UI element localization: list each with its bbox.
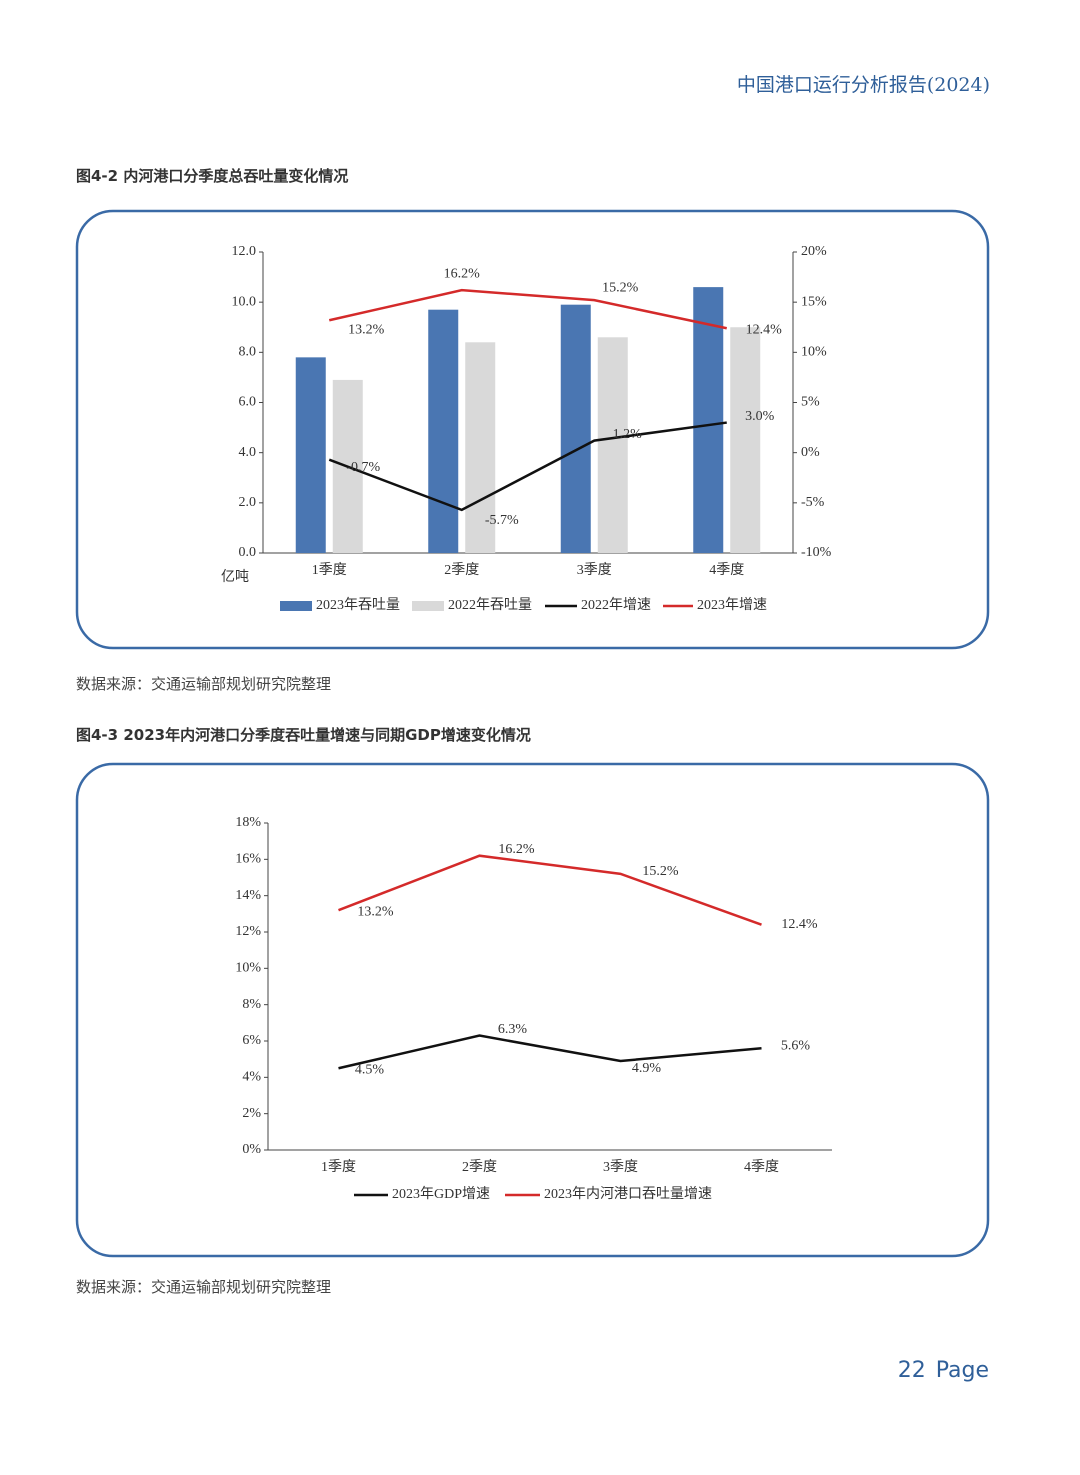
x-tick-label: 4季度 (744, 1159, 779, 1175)
y-tick-label: 6.0 (239, 395, 257, 410)
x-tick-label: 1季度 (312, 562, 347, 578)
y2-tick-label: 0% (801, 445, 820, 460)
bar (428, 309, 459, 553)
chart-frame (75, 762, 990, 1258)
x-tick-label: 2季度 (462, 1159, 497, 1175)
figure-caption: 图4-2 内河港口分季度总吞吐量变化情况 (76, 167, 349, 185)
page-number: 22 Page (898, 1358, 989, 1383)
x-tick-label: 1季度 (321, 1159, 356, 1175)
chart-frame (75, 209, 990, 650)
data-label: 1.2% (613, 427, 643, 442)
figure-caption: 图4-3 2023年内河港口分季度吞吐量增速与同期GDP增速变化情况 (76, 726, 531, 744)
figure-source: 数据来源：交通运输部规划研究院整理 (76, 675, 332, 693)
y-tick-label: 0.0 (239, 545, 257, 560)
line (328, 288, 728, 330)
line (328, 421, 727, 512)
legend-swatch (280, 601, 312, 611)
y-tick-label: 0% (242, 1142, 261, 1157)
y-tick-label: 6% (242, 1033, 261, 1048)
y-tick-label: 2% (242, 1106, 261, 1121)
legend-label: 2023年增速 (697, 597, 767, 613)
data-label: 4.9% (632, 1061, 662, 1076)
header-title: 中国港口运行分析报告(2024) (736, 74, 990, 96)
page-label: Page (935, 1358, 989, 1383)
bar (465, 342, 496, 553)
y-axis-label: 亿吨 (221, 569, 249, 585)
data-label: -0.7% (346, 460, 380, 475)
y-tick-label: 8.0 (239, 345, 257, 360)
data-label: 16.2% (444, 266, 481, 281)
bar (693, 287, 724, 553)
y-tick-label: 12% (235, 924, 261, 939)
x-tick-label: 3季度 (577, 562, 612, 578)
y-tick-label: 2.0 (239, 495, 257, 510)
y-tick-label: 8% (242, 997, 261, 1012)
data-label: 15.2% (642, 864, 679, 879)
y-tick-label: 10.0 (232, 294, 257, 309)
y2-tick-label: 5% (801, 395, 820, 410)
y-tick-label: 10% (235, 961, 261, 976)
y-tick-label: 16% (235, 852, 261, 867)
legend-swatch (412, 601, 444, 611)
legend-label: 2023年吞吐量 (316, 597, 400, 613)
data-label: 12.4% (781, 917, 818, 932)
bar (597, 337, 628, 553)
y-tick-label: 14% (235, 888, 261, 903)
data-label: 4.5% (355, 1062, 385, 1077)
data-label: 13.2% (348, 322, 385, 337)
x-tick-label: 3季度 (603, 1159, 638, 1175)
y-tick-label: 4.0 (239, 445, 257, 460)
legend-label: 2022年增速 (581, 597, 651, 613)
data-label: 6.3% (498, 1022, 528, 1037)
y2-tick-label: 10% (801, 345, 827, 360)
figure-source: 数据来源：交通运输部规划研究院整理 (76, 1278, 332, 1296)
data-label: 5.6% (781, 1038, 811, 1053)
data-label: 12.4% (746, 322, 783, 337)
line (338, 854, 762, 926)
legend-label: 2022年吞吐量 (448, 597, 532, 613)
page-num: 22 (897, 1358, 926, 1383)
y2-tick-label: 15% (801, 294, 827, 309)
data-label: 16.2% (498, 842, 535, 857)
data-label: 15.2% (602, 280, 639, 295)
line (338, 1034, 762, 1070)
bar (295, 357, 326, 553)
y-tick-label: 18% (235, 815, 261, 830)
data-label: 13.2% (357, 904, 394, 919)
data-label: 3.0% (745, 409, 775, 424)
y2-tick-label: 20% (801, 244, 827, 259)
y-tick-label: 12.0 (232, 244, 257, 259)
data-label: -5.7% (485, 513, 519, 528)
x-tick-label: 2季度 (444, 562, 479, 578)
x-tick-label: 4季度 (709, 562, 744, 578)
bar (560, 304, 591, 553)
y-tick-label: 4% (242, 1070, 261, 1085)
bar (730, 327, 761, 553)
y2-tick-label: -5% (801, 495, 825, 510)
y2-tick-label: -10% (801, 545, 832, 560)
legend-label: 2023年内河港口吞吐量增速 (544, 1186, 712, 1202)
legend-label: 2023年GDP增速 (392, 1186, 490, 1202)
